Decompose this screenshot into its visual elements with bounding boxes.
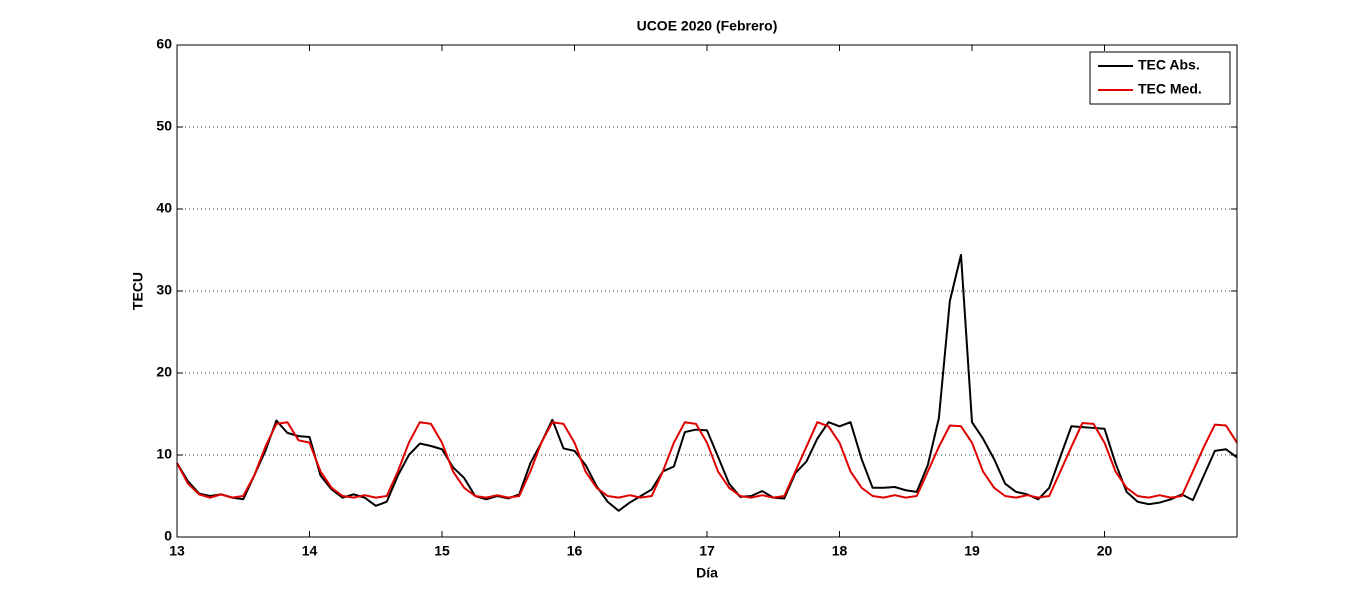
y-tick-label: 50 [156, 118, 172, 134]
y-axis-label: TECU [130, 272, 146, 310]
x-axis-label: Día [696, 565, 718, 581]
y-tick-label: 10 [156, 446, 172, 462]
legend-label: TEC Abs. [1138, 57, 1200, 73]
y-tick-label: 30 [156, 282, 172, 298]
x-tick-label: 18 [832, 543, 848, 559]
legend-box [1089, 51, 1231, 105]
x-tick-label: 17 [699, 543, 715, 559]
y-tick-label: 60 [156, 36, 172, 52]
x-tick-label: 20 [1097, 543, 1113, 559]
chart-title: UCOE 2020 (Febrero) [637, 18, 778, 34]
x-tick-label: 13 [169, 543, 185, 559]
y-tick-label: 20 [156, 364, 172, 380]
plot-frame [176, 44, 1238, 538]
x-tick-label: 16 [567, 543, 583, 559]
x-tick-label: 15 [434, 543, 450, 559]
y-tick-label: 0 [164, 528, 172, 544]
x-tick-label: 19 [964, 543, 980, 559]
x-tick-label: 14 [302, 543, 318, 559]
data-line [176, 253, 1238, 512]
y-tick-label: 40 [156, 200, 172, 216]
legend-label: TEC Med. [1138, 81, 1202, 97]
data-line [176, 421, 1238, 499]
